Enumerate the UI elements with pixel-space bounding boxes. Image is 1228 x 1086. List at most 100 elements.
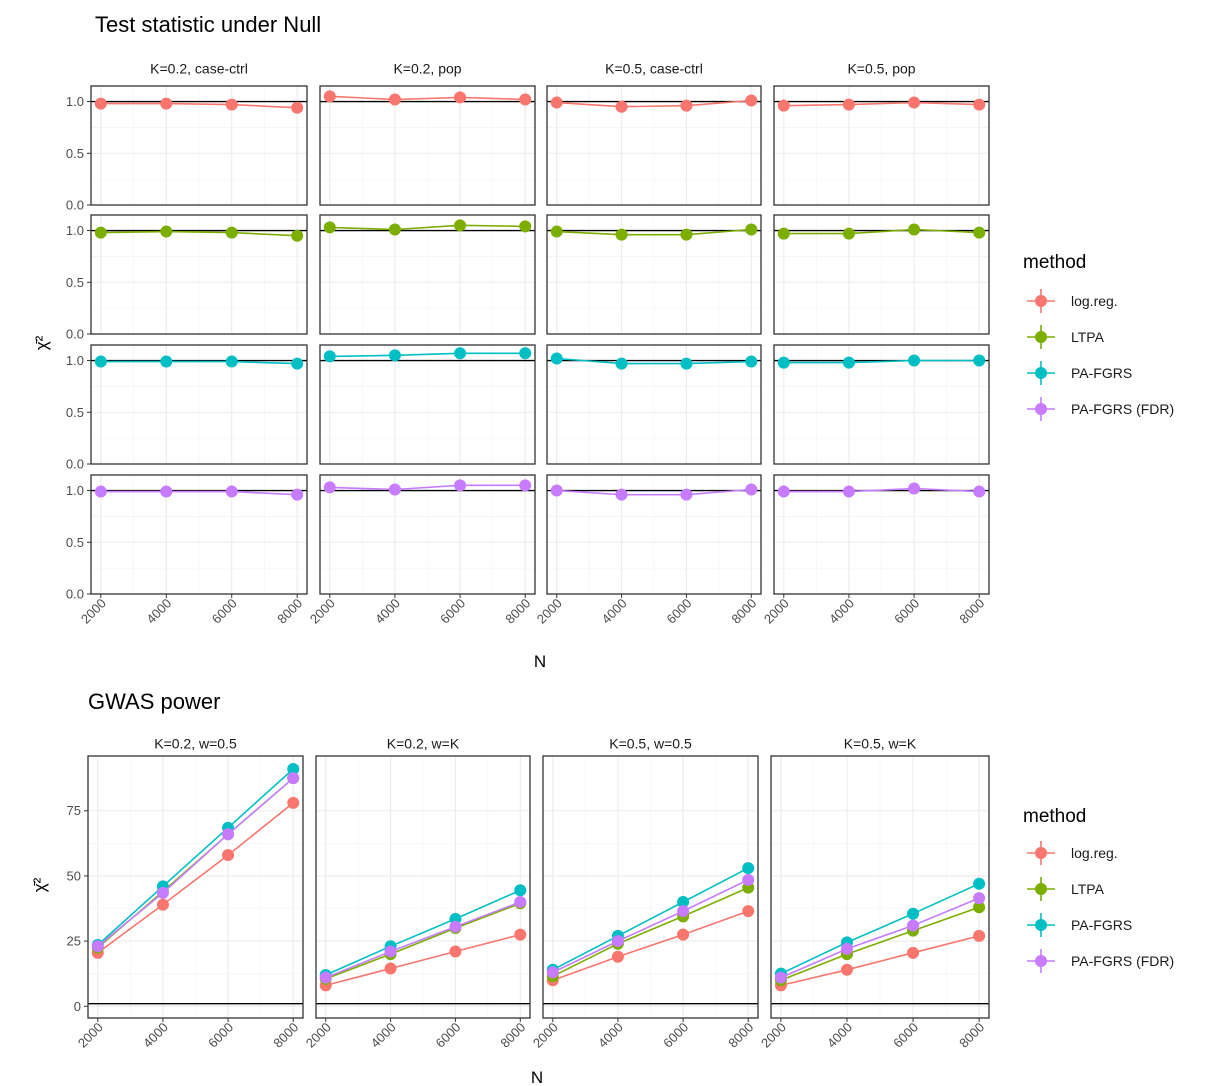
x-tick-label: 2000 bbox=[75, 1020, 106, 1051]
data-point bbox=[225, 485, 238, 498]
series-line bbox=[329, 352, 526, 358]
data-point bbox=[680, 488, 693, 501]
x-tick-label: 6000 bbox=[432, 1020, 463, 1051]
data-point bbox=[291, 488, 304, 501]
data-point bbox=[745, 355, 758, 368]
data-point bbox=[745, 94, 758, 107]
x-tick-label: 4000 bbox=[143, 596, 174, 627]
facet-strip-label: K=0.2, w=K bbox=[387, 736, 460, 752]
data-point bbox=[449, 945, 462, 958]
data-point bbox=[842, 98, 855, 111]
data-point bbox=[550, 225, 563, 238]
x-tick-label: 2000 bbox=[530, 1020, 561, 1051]
x-tick-label: 6000 bbox=[663, 596, 694, 627]
series-line bbox=[97, 802, 294, 954]
data-point bbox=[840, 963, 853, 976]
data-point bbox=[550, 96, 563, 109]
data-point bbox=[973, 877, 986, 890]
panel-border bbox=[315, 755, 531, 1019]
panel-border bbox=[90, 214, 308, 335]
data-point bbox=[973, 226, 986, 239]
data-point bbox=[160, 225, 173, 238]
data-point bbox=[677, 895, 690, 908]
data-point bbox=[454, 91, 467, 104]
series-line bbox=[783, 101, 980, 107]
y-axis-label-power: χ̄² bbox=[30, 877, 49, 892]
series-line bbox=[783, 359, 980, 364]
panel-border bbox=[319, 344, 536, 465]
series-line bbox=[780, 906, 980, 981]
data-point bbox=[907, 946, 920, 959]
data-point bbox=[677, 905, 690, 918]
data-point bbox=[156, 898, 169, 911]
panel-border bbox=[90, 344, 308, 465]
series-line bbox=[556, 228, 752, 236]
x-tick-label: 8000 bbox=[270, 1020, 301, 1051]
data-point bbox=[615, 228, 628, 241]
y-tick-label: 1.0 bbox=[66, 353, 84, 368]
data-point bbox=[615, 100, 628, 113]
data-point bbox=[384, 962, 397, 975]
panel-border bbox=[542, 755, 759, 1019]
data-point bbox=[842, 485, 855, 498]
x-tick-label: 6000 bbox=[890, 1020, 921, 1051]
x-tick-label: 6000 bbox=[891, 596, 922, 627]
data-point bbox=[225, 355, 238, 368]
data-point bbox=[611, 935, 624, 948]
data-point bbox=[742, 905, 755, 918]
plot-area: K=0.2, case-ctrl K=0.2, pop K=0.5, case-ct… bbox=[66, 61, 990, 1051]
series-line bbox=[556, 99, 752, 108]
x-tick-label: 2000 bbox=[758, 1020, 789, 1051]
data-point bbox=[745, 223, 758, 236]
data-point bbox=[546, 966, 559, 979]
data-point bbox=[156, 886, 169, 899]
series-line bbox=[100, 360, 298, 365]
data-point bbox=[777, 485, 790, 498]
x-tick-label: 6000 bbox=[437, 596, 468, 627]
y-tick-label: 25 bbox=[67, 934, 81, 949]
legend-power: method log.reg. LTPA PA-FGRS PA-FGRS (FDR) bbox=[1023, 806, 1174, 973]
legend-key-point bbox=[1035, 331, 1047, 343]
legend-key-point bbox=[1035, 847, 1047, 859]
data-point bbox=[319, 971, 332, 984]
x-tick-label: 8000 bbox=[728, 596, 759, 627]
facet-strip-label: K=0.5, w=0.5 bbox=[609, 736, 692, 752]
data-point bbox=[550, 484, 563, 497]
series-line bbox=[100, 230, 298, 237]
data-point bbox=[519, 479, 532, 492]
data-point bbox=[908, 482, 921, 495]
facet-strip-label: K=0.5, w=K bbox=[844, 736, 917, 752]
legend-label: PA-FGRS bbox=[1071, 917, 1132, 933]
panel-border bbox=[546, 214, 762, 335]
panel-border bbox=[773, 344, 990, 465]
legend-label: LTPA bbox=[1071, 881, 1105, 897]
data-point bbox=[611, 950, 624, 963]
series-line bbox=[100, 102, 298, 109]
panel-border bbox=[87, 755, 304, 1019]
x-tick-label: 8000 bbox=[725, 1020, 756, 1051]
data-point bbox=[514, 884, 527, 897]
series-line bbox=[552, 886, 749, 978]
data-point bbox=[677, 928, 690, 941]
x-tick-label: 6000 bbox=[660, 1020, 691, 1051]
data-point bbox=[160, 97, 173, 110]
y-tick-label: 0.0 bbox=[66, 457, 84, 472]
data-point bbox=[514, 895, 527, 908]
data-point bbox=[519, 93, 532, 106]
panel-border bbox=[90, 474, 308, 595]
data-point bbox=[454, 479, 467, 492]
panel-border bbox=[770, 755, 990, 1019]
series-line bbox=[552, 879, 749, 974]
y-axis-label-null: χ̄² bbox=[32, 335, 51, 350]
legend-key-point bbox=[1035, 403, 1047, 415]
series-line bbox=[329, 95, 526, 101]
series-line bbox=[329, 224, 526, 231]
legend-key-point bbox=[1035, 295, 1047, 307]
x-tick-label: 2000 bbox=[303, 1020, 334, 1051]
data-point bbox=[160, 355, 173, 368]
legend-label: log.reg. bbox=[1071, 845, 1118, 861]
series-line bbox=[97, 777, 294, 947]
y-tick-label: 0.5 bbox=[66, 535, 84, 550]
data-point bbox=[94, 97, 107, 110]
